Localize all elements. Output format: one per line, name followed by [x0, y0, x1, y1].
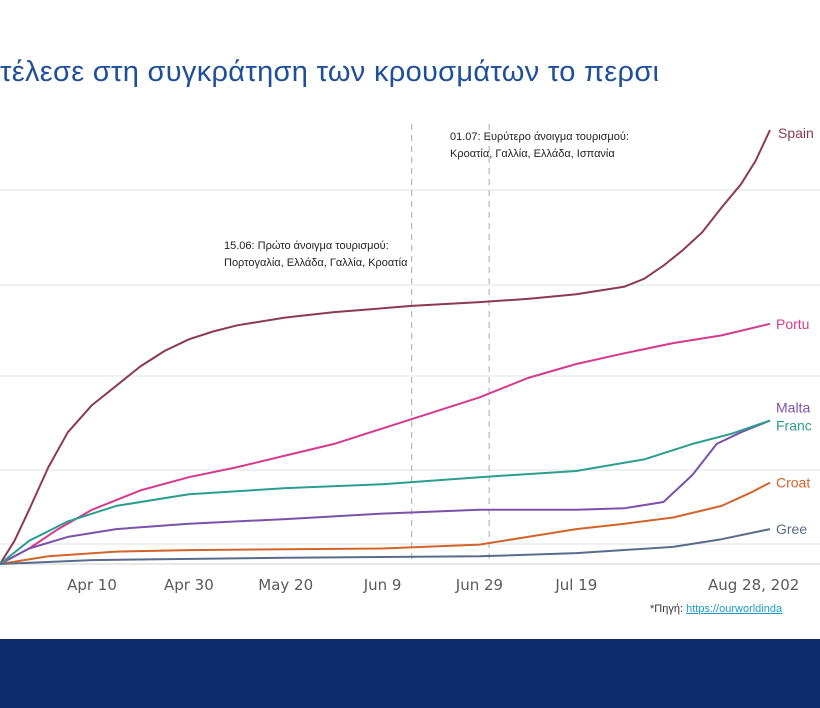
- series-label-portugal: Portu: [776, 316, 809, 332]
- series-line-greece: [0, 528, 771, 565]
- series-label-croatia: Croat: [776, 475, 810, 491]
- x-tick-label-3: Jun 9: [363, 576, 402, 594]
- source-link[interactable]: https://ourworldinda: [686, 603, 783, 615]
- source-label: *Πηγή:: [650, 603, 684, 615]
- series-line-portugal: [0, 322, 771, 565]
- annotation-0-line-0: 15.06: Πρώτο άνοιγμα τουρισμού:: [224, 240, 389, 252]
- chart-x-axis-ticks: Apr 10 Apr 30 May 20 Jun 9 Jun 29 Jul 19 Aug 2…: [67, 576, 799, 594]
- chart-series: [0, 129, 771, 565]
- chart-annotations: 15.06: Πρώτο άνοιγμα τουρισμού: Πορτογαλί…: [224, 131, 629, 269]
- x-tick-label-6: Aug 28, 202: [708, 576, 799, 594]
- series-line-malta: [0, 419, 771, 565]
- chart-series-labels: Spain Portu Malta Franc Croat Gree: [776, 125, 814, 537]
- annotation-1-line-1: Κροατία, Γαλλία, Ελλάδα, Ισπανία: [450, 148, 615, 160]
- series-label-france: Franc: [776, 418, 812, 434]
- series-line-croatia: [0, 481, 771, 565]
- x-tick-label-5: Jul 19: [554, 576, 597, 594]
- footer-bar: [0, 639, 820, 708]
- series-label-spain: Spain: [778, 125, 814, 141]
- page-title: τέλεσε στη συγκράτηση των κρουσμάτων το …: [0, 56, 660, 88]
- series-label-greece: Gree: [776, 521, 807, 537]
- x-tick-label-1: Apr 30: [164, 576, 214, 594]
- annotation-0-line-1: Πορτογαλία, Ελλάδα, Γαλλία, Κροατία: [224, 257, 408, 269]
- chart-gridlines: [0, 189, 820, 565]
- chart-reference-lines: [411, 124, 490, 564]
- series-line-france: [0, 419, 771, 565]
- series-label-malta: Malta: [776, 400, 810, 416]
- source-note: *Πηγή: https://ourworldinda: [650, 603, 782, 615]
- series-line-spain: [0, 129, 771, 565]
- x-tick-label-2: May 20: [258, 576, 313, 594]
- x-tick-label-0: Apr 10: [67, 576, 117, 594]
- annotation-1-line-0: 01.07: Ευρύτερο άνοιγμα τουρισμού:: [450, 131, 629, 143]
- x-tick-label-4: Jun 29: [455, 576, 503, 594]
